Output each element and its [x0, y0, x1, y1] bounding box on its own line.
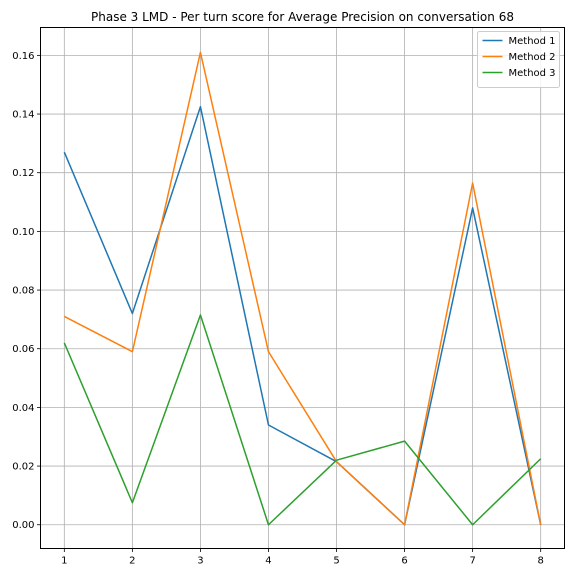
y-tick-label: 0.12: [12, 168, 34, 179]
legend: Method 1 Method 2 Method 3: [477, 31, 560, 88]
series-line-method-3: [63, 314, 542, 526]
x-tick-label: 7: [469, 556, 475, 567]
series-lines: [63, 51, 542, 526]
legend-label-method-1: Method 1: [509, 36, 556, 47]
x-tick-label: 1: [61, 556, 67, 567]
y-tick-label: 0.14: [12, 110, 34, 121]
x-tick-label: 6: [401, 556, 407, 567]
x-tick-label: 4: [265, 556, 271, 567]
y-tick-label: 0.10: [12, 227, 34, 238]
y-axis: 0.00 0.02 0.04 0.06 0.08 0.10 0.12 0.14 0.16: [12, 51, 41, 531]
chart-title: Phase 3 LMD - Per turn score for Average…: [91, 10, 514, 24]
y-tick-label: 0.08: [12, 286, 34, 297]
series-line-method-2: [63, 51, 542, 526]
legend-box: [477, 31, 560, 88]
legend-label-method-3: Method 3: [509, 68, 556, 79]
x-tick-label: 5: [333, 556, 339, 567]
x-tick-label: 3: [197, 556, 203, 567]
y-tick-label: 0.04: [12, 403, 34, 414]
y-tick-label: 0.16: [12, 51, 34, 62]
y-tick-label: 0.02: [12, 462, 34, 473]
plot-area-frame: [40, 27, 565, 549]
x-tick-label: 8: [537, 556, 543, 567]
y-tick-label: 0.06: [12, 344, 34, 355]
x-axis: 1 2 3 4 5 6 7 8: [61, 548, 544, 567]
legend-label-method-2: Method 2: [509, 52, 556, 63]
series-line-method-1: [63, 105, 542, 526]
y-tick-label: 0.00: [12, 520, 34, 531]
x-tick-label: 2: [129, 556, 135, 567]
